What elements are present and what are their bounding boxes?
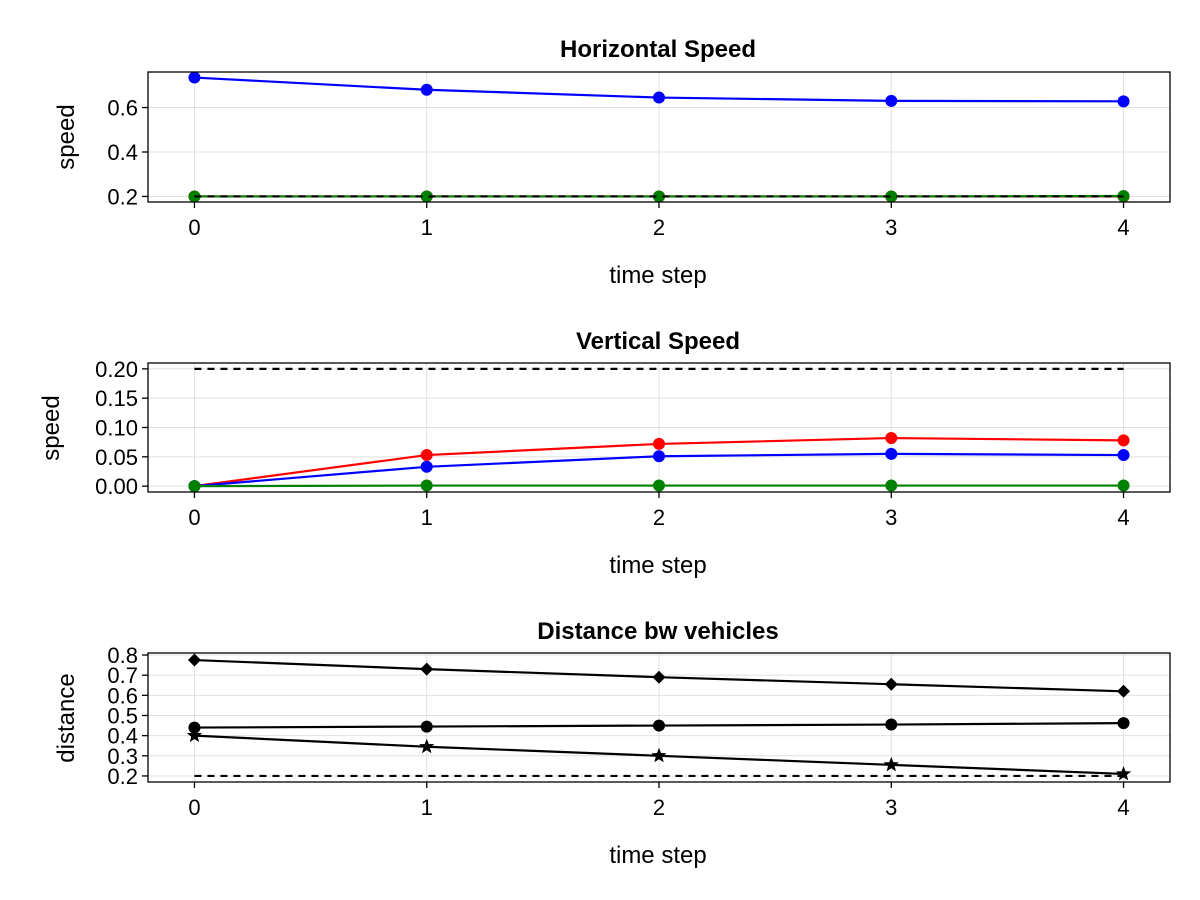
panel-horizontal-speed: Horizontal Speed time step speed 0 1 2 3 4 0.… [53, 36, 1171, 289]
y-axis-label: distance [53, 673, 80, 762]
panel-vertical-speed: Vertical Speed time step speed 0 1 2 3 4 0.00… [38, 328, 1171, 579]
y-tick-label: 0.5 [107, 703, 138, 728]
data-point [885, 447, 898, 460]
x-tick-label: 4 [1117, 215, 1129, 240]
panel-title: Vertical Speed [576, 328, 740, 355]
y-tick-label: 0.6 [107, 683, 138, 708]
data-point [1117, 479, 1130, 492]
y-tick-label: 0.4 [107, 724, 138, 749]
data-point [885, 718, 898, 731]
panel-distance: Distance bw vehicles time step distance … [53, 618, 1171, 869]
data-point [420, 662, 434, 676]
y-tick-label: 0.15 [95, 386, 138, 411]
x-tick-label: 4 [1117, 505, 1129, 530]
data-point [653, 190, 665, 203]
plot-area: 0 1 2 3 4 0.00 0.05 0.10 0.15 0.20 [95, 357, 1171, 530]
plot-area: 0 1 2 3 4 0.20.30.40.50.60.70.8 [107, 643, 1171, 820]
data-point [885, 190, 898, 203]
data-point [420, 460, 433, 473]
panel-title: Horizontal Speed [560, 36, 756, 63]
data-point [653, 91, 665, 104]
data-point [419, 738, 435, 754]
data-point [187, 653, 201, 667]
y-tick-label: 0.05 [95, 445, 138, 470]
data-point [188, 721, 201, 734]
x-tick-label: 1 [421, 795, 433, 820]
y-tick-label: 0.4 [107, 140, 138, 165]
data-point [1117, 684, 1131, 698]
x-tick-label: 0 [188, 795, 200, 820]
data-point [420, 479, 433, 492]
x-tick-label: 1 [421, 215, 433, 240]
y-tick-label: 0.6 [107, 96, 138, 121]
data-point [188, 480, 201, 493]
x-tick-label: 3 [885, 505, 897, 530]
data-point [420, 83, 433, 96]
y-axis-label: speed [38, 395, 65, 460]
y-axis-label: speed [53, 104, 80, 169]
x-tick-label: 0 [188, 505, 200, 530]
data-point [653, 437, 665, 450]
data-point [186, 727, 203, 743]
x-tick-label: 0 [188, 215, 200, 240]
data-point [1117, 434, 1130, 447]
data-point [1117, 95, 1130, 108]
plot-area: 0 1 2 3 4 0.2 0.4 0.6 [107, 71, 1171, 240]
data-point [885, 94, 898, 107]
x-tick-label: 2 [653, 505, 665, 530]
data-point [884, 677, 898, 691]
x-tick-label: 2 [653, 215, 665, 240]
x-tick-label: 3 [885, 215, 897, 240]
data-point [653, 450, 665, 463]
data-point [420, 449, 433, 462]
data-point [653, 719, 665, 732]
y-tick-label: 0.20 [95, 357, 138, 382]
data-point [885, 479, 898, 492]
data-point [188, 71, 201, 84]
data-point [420, 190, 433, 203]
y-tick-label: 0.3 [107, 744, 138, 769]
y-tick-label: 0.2 [107, 764, 138, 789]
y-tick-label: 0.10 [95, 416, 138, 441]
data-point [1117, 717, 1130, 730]
data-point [653, 479, 665, 492]
data-point [883, 756, 899, 772]
x-axis-label: time step [609, 262, 706, 289]
x-tick-label: 1 [421, 505, 433, 530]
y-tick-label: 0.2 [107, 184, 138, 209]
data-point [652, 670, 666, 684]
data-point [651, 747, 667, 763]
data-point [420, 720, 433, 733]
x-tick-label: 3 [885, 795, 897, 820]
data-point [1117, 449, 1130, 462]
panel-title: Distance bw vehicles [537, 618, 778, 645]
data-point [885, 432, 898, 445]
y-tick-label: 0.7 [107, 663, 138, 688]
x-axis-label: time step [609, 842, 706, 869]
x-tick-label: 4 [1117, 795, 1129, 820]
y-tick-label: 0.00 [95, 474, 138, 499]
x-axis-label: time step [609, 552, 706, 579]
x-tick-label: 2 [653, 795, 665, 820]
y-tick-label: 0.8 [107, 643, 138, 668]
data-point [1115, 765, 1132, 781]
